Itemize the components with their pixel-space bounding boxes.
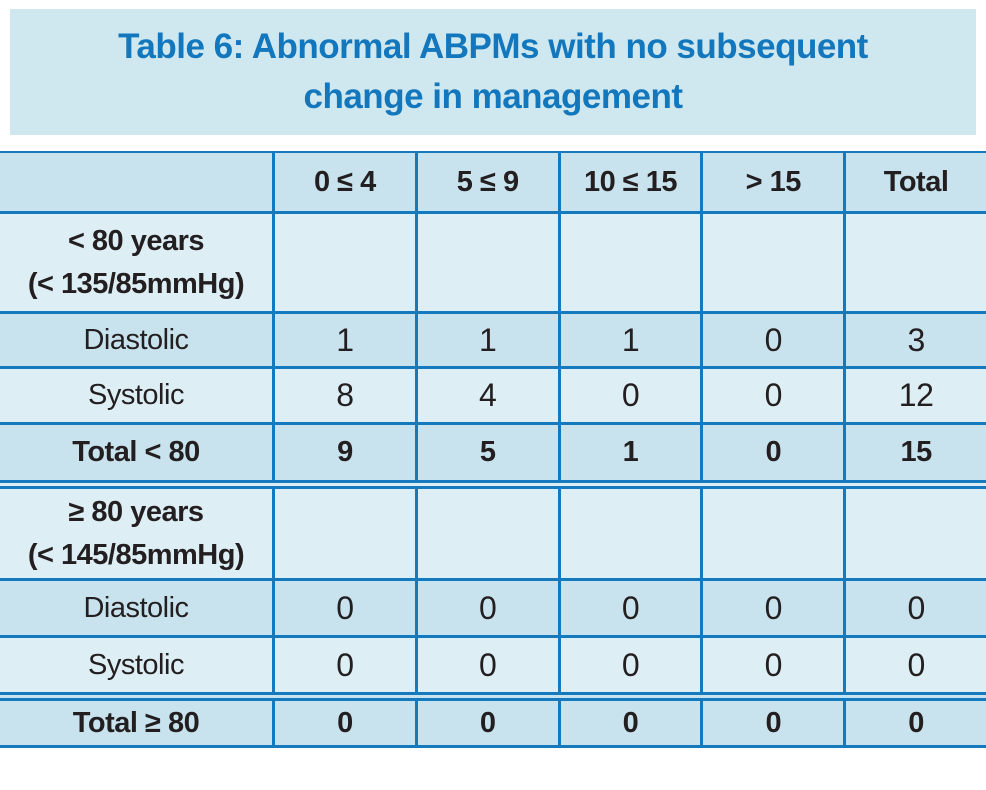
table-row-systolic-over80: Systolic 0 0 0 0 0 (0, 635, 986, 692)
data-cell: 0 (414, 701, 558, 745)
group-label-line-2: (< 135/85mmHg) (27, 267, 245, 300)
table-row-total-over80: Total ≥ 80 0 0 0 0 0 (0, 692, 986, 745)
column-header: Total (843, 153, 986, 211)
row-label: < 80 years (< 135/85mmHg) (0, 214, 272, 311)
data-cell: 0 (700, 581, 843, 635)
group-label-line-1: ≥ 80 years (68, 496, 204, 529)
data-cell: 0 (843, 638, 986, 692)
group-label-line-1: < 80 years (67, 225, 205, 258)
data-cell: 1 (272, 314, 415, 366)
table-row-group-over80: ≥ 80 years (< 145/85mmHg) (0, 480, 986, 578)
table-row-total-under80: Total < 80 9 5 1 0 15 (0, 422, 986, 480)
data-cell: 0 (557, 581, 701, 635)
data-cell: 0 (700, 701, 843, 745)
abpm-table: 0 ≤ 4 5 ≤ 9 10 ≤ 15 > 15 Total < 80 year… (0, 151, 986, 748)
row-label: Diastolic (83, 323, 189, 356)
table-row-group-under80: < 80 years (< 135/85mmHg) (0, 211, 986, 311)
data-cell (272, 489, 415, 578)
data-cell: 5 (414, 425, 558, 480)
header-cell-empty (0, 153, 272, 211)
row-label: Total ≥ 80 (72, 706, 200, 739)
data-cell: 0 (414, 581, 558, 635)
column-header: 10 ≤ 15 (557, 153, 701, 211)
row-label: ≥ 80 years (< 145/85mmHg) (0, 489, 272, 578)
data-cell: 1 (557, 314, 701, 366)
table-title-line-1: Table 6: Abnormal ABPMs with no subseque… (118, 27, 868, 67)
data-cell: 0 (557, 701, 701, 745)
data-cell: 0 (557, 369, 701, 422)
data-cell: 8 (272, 369, 415, 422)
data-cell (843, 489, 986, 578)
data-cell: 0 (414, 638, 558, 692)
data-cell: 0 (557, 638, 701, 692)
row-label: Diastolic (83, 591, 189, 624)
table-header-row: 0 ≤ 4 5 ≤ 9 10 ≤ 15 > 15 Total (0, 153, 986, 211)
data-cell: 1 (414, 314, 558, 366)
table-title-block: Table 6: Abnormal ABPMs with no subseque… (10, 9, 976, 135)
data-cell: 0 (272, 701, 415, 745)
data-cell: 3 (843, 314, 986, 366)
data-cell: 0 (700, 638, 843, 692)
data-cell: 9 (272, 425, 415, 480)
data-cell (700, 214, 843, 311)
data-cell: 12 (843, 369, 986, 422)
data-cell (700, 489, 843, 578)
data-cell: 0 (700, 314, 843, 366)
data-cell: 0 (700, 425, 843, 480)
column-header: 0 ≤ 4 (272, 153, 415, 211)
data-cell (557, 489, 701, 578)
row-label: Total < 80 (72, 436, 200, 468)
data-cell (414, 489, 558, 578)
data-cell: 0 (272, 581, 415, 635)
data-cell: 1 (557, 425, 701, 480)
table-row-diastolic-over80: Diastolic 0 0 0 0 0 (0, 578, 986, 635)
data-cell (272, 214, 415, 311)
table-row-systolic-under80: Systolic 8 4 0 0 12 (0, 366, 986, 422)
data-cell: 4 (414, 369, 558, 422)
data-cell (843, 214, 986, 311)
data-cell (414, 214, 558, 311)
data-cell: 0 (843, 581, 986, 635)
table-row-diastolic-under80: Diastolic 1 1 1 0 3 (0, 311, 986, 366)
data-cell: 0 (700, 369, 843, 422)
data-cell: 0 (272, 638, 415, 692)
table-title-line-2: change in management (303, 77, 683, 116)
row-label: Systolic (88, 379, 184, 411)
data-cell (557, 214, 701, 311)
data-cell: 0 (843, 701, 986, 745)
group-label-line-2: (< 145/85mmHg) (27, 538, 245, 571)
column-header: 5 ≤ 9 (414, 153, 558, 211)
data-cell: 15 (843, 425, 986, 480)
column-header: > 15 (700, 153, 843, 211)
row-label: Systolic (88, 648, 184, 681)
